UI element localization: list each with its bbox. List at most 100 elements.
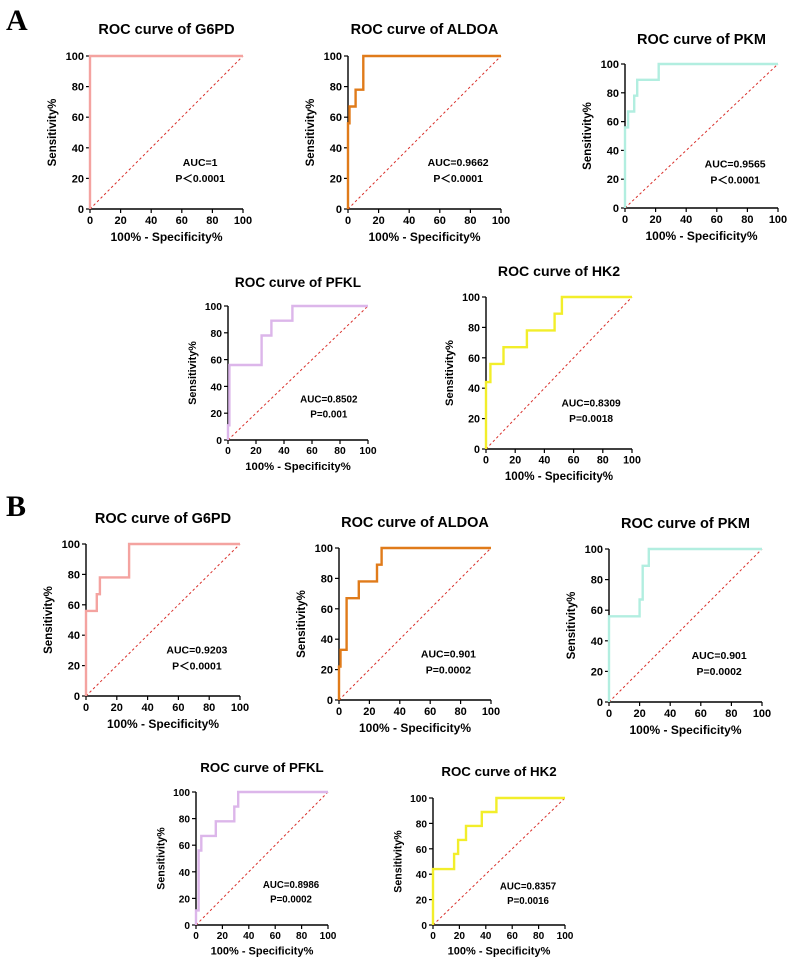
- y-axis-label: Sensitivity%: [305, 99, 317, 167]
- auc-annotation: AUC=0.8986: [263, 880, 320, 891]
- y-tick-label: 20: [321, 665, 333, 677]
- x-tick-label: 60: [434, 215, 446, 227]
- roc-chart: ROC curve of PFKL 0 20 40 60 80 100 0 20 40 60 80 10…: [187, 275, 377, 473]
- reference-diagonal-line: [485, 296, 633, 450]
- y-tick-label: 80: [72, 82, 84, 94]
- x-tick-label: 20: [217, 931, 229, 942]
- y-axis-label: Sensitivity%: [47, 99, 59, 167]
- y-tick-label: 20: [591, 666, 603, 678]
- reference-diagonal-line: [432, 797, 566, 926]
- x-tick-label: 20: [454, 931, 466, 942]
- y-tick-label: 20: [179, 894, 191, 905]
- x-tick-label: 100: [482, 706, 500, 718]
- reference-diagonal-line: [195, 791, 329, 926]
- reference-diagonal-line: [347, 55, 502, 210]
- x-tick-label: 80: [334, 446, 346, 457]
- x-tick-label: 0: [622, 214, 628, 226]
- y-tick-label: 60: [68, 600, 80, 612]
- roc-curve-line: [337, 546, 491, 700]
- x-tick-label: 80: [296, 931, 308, 942]
- x-tick-label: 60: [172, 702, 184, 714]
- p-value-annotation: P=0.0002: [426, 664, 471, 676]
- x-tick-label: 0: [336, 706, 342, 718]
- reference-diagonal-line: [624, 63, 779, 209]
- y-tick-label: 40: [330, 143, 342, 155]
- y-tick-label: 0: [474, 444, 480, 456]
- auc-annotation: AUC=0.9662: [428, 157, 489, 169]
- x-tick-label: 100: [234, 215, 252, 227]
- x-tick-label: 20: [114, 215, 126, 227]
- x-tick-label: 40: [278, 446, 290, 457]
- y-tick-label: 100: [315, 543, 333, 555]
- x-axis-label: 100% - Specificity%: [645, 229, 757, 243]
- x-tick-label: 40: [403, 215, 415, 227]
- roc-chart: ROC curve of PKM 0 20 40 60 80 100 0 20 40 60 80 100…: [566, 516, 771, 737]
- x-tick-label: 80: [533, 931, 545, 942]
- roc-chart: ROC curve of G6PD 0 20 40 60 80 100 0 20 40 60 80 10…: [43, 511, 249, 731]
- roc-chart: ROC curve of ALDOA 0 20 40 60 80 100 0 20 40 60 80 1…: [296, 515, 500, 735]
- chart-title: ROC curve of ALDOA: [341, 515, 489, 531]
- y-axis-label: Sensitivity%: [156, 827, 168, 890]
- auc-annotation: AUC=0.8357: [500, 881, 556, 892]
- x-axis-label: 100% - Specificity%: [110, 230, 222, 244]
- p-value-annotation: P=0.001: [310, 410, 348, 421]
- chart-title: ROC curve of PKM: [621, 516, 750, 532]
- y-tick-label: 20: [468, 414, 480, 426]
- chart-title: ROC curve of G6PD: [95, 511, 231, 527]
- x-tick-label: 20: [363, 706, 375, 718]
- p-value-annotation: P=0.0018: [569, 414, 613, 425]
- p-value-annotation: P＜0.0001: [172, 660, 222, 672]
- x-tick-label: 80: [464, 215, 476, 227]
- y-tick-label: 80: [607, 88, 619, 100]
- y-tick-label: 40: [321, 634, 333, 646]
- y-tick-label: 0: [78, 204, 84, 216]
- x-tick-label: 0: [430, 931, 436, 942]
- roc-curve-line: [194, 790, 328, 925]
- reference-diagonal-line: [89, 55, 244, 210]
- p-value-annotation: P=0.0016: [507, 896, 549, 907]
- x-tick-label: 20: [111, 702, 123, 714]
- x-tick-label: 20: [633, 708, 645, 720]
- x-tick-label: 40: [141, 702, 153, 714]
- y-axis-label: Sensitivity%: [444, 340, 456, 406]
- x-tick-label: 60: [507, 931, 519, 942]
- x-tick-label: 20: [372, 215, 384, 227]
- y-tick-label: 60: [72, 112, 84, 124]
- roc-curve-line: [484, 295, 632, 449]
- y-tick-label: 80: [211, 329, 223, 340]
- x-tick-label: 0: [483, 455, 489, 467]
- y-tick-label: 100: [205, 302, 222, 313]
- x-tick-label: 100: [320, 931, 337, 942]
- x-tick-label: 80: [206, 215, 218, 227]
- x-tick-label: 40: [394, 706, 406, 718]
- x-tick-label: 0: [225, 446, 231, 457]
- x-tick-label: 60: [306, 446, 318, 457]
- x-tick-label: 40: [243, 931, 255, 942]
- reference-diagonal-line: [338, 547, 492, 701]
- x-tick-label: 100: [231, 702, 249, 714]
- charts-layer: ROC curve of G6PD 0 20 40 60 80 100 0 20 40 60 80 10…: [43, 22, 787, 957]
- y-tick-label: 40: [179, 868, 191, 879]
- y-tick-label: 0: [336, 204, 342, 216]
- x-tick-label: 80: [725, 708, 737, 720]
- x-tick-label: 40: [664, 708, 676, 720]
- x-tick-label: 100: [769, 214, 787, 226]
- roc-curve-line: [88, 54, 243, 209]
- x-axis-label: 100% - Specificity%: [211, 945, 314, 957]
- roc-chart: ROC curve of PKM 0 20 40 60 80 100 0 20 40 60 80 100…: [582, 32, 787, 243]
- x-tick-label: 40: [480, 931, 492, 942]
- y-tick-label: 100: [585, 544, 603, 556]
- x-tick-label: 100: [492, 215, 510, 227]
- y-tick-label: 80: [179, 815, 191, 826]
- y-tick-label: 0: [184, 921, 190, 932]
- x-tick-label: 0: [345, 215, 351, 227]
- x-tick-label: 40: [680, 214, 692, 226]
- x-tick-label: 80: [454, 706, 466, 718]
- roc-curve-line: [623, 62, 778, 208]
- x-tick-label: 20: [250, 446, 262, 457]
- y-tick-label: 40: [591, 636, 603, 648]
- y-tick-label: 20: [211, 409, 223, 420]
- y-tick-label: 80: [330, 82, 342, 94]
- y-tick-label: 20: [607, 174, 619, 186]
- x-tick-label: 60: [568, 455, 580, 467]
